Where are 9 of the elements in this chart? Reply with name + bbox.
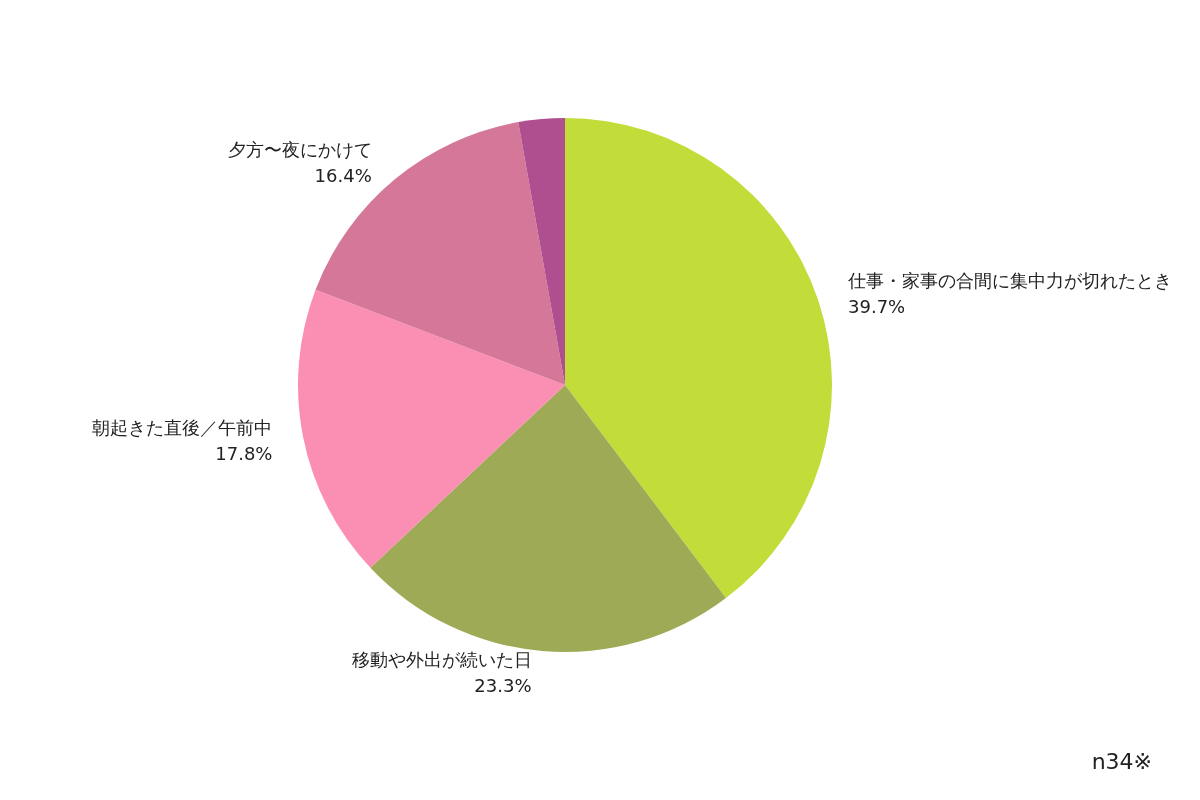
data-label: 39.7% — [848, 295, 906, 317]
text: n34※ — [1091, 748, 1152, 774]
slice-label: 夕方〜夜にかけて — [227, 138, 372, 160]
data-label: 23.3% — [474, 675, 532, 697]
data-label: 17.8% — [215, 443, 273, 465]
slice-label: 朝起きた直後／午前中 — [92, 417, 273, 439]
slice-label: 仕事・家事の合間に集中力が切れたとき — [847, 269, 1172, 291]
slice-label: 移動や外出が続いた日 — [351, 649, 532, 671]
data-label: 16.4% — [314, 164, 372, 186]
